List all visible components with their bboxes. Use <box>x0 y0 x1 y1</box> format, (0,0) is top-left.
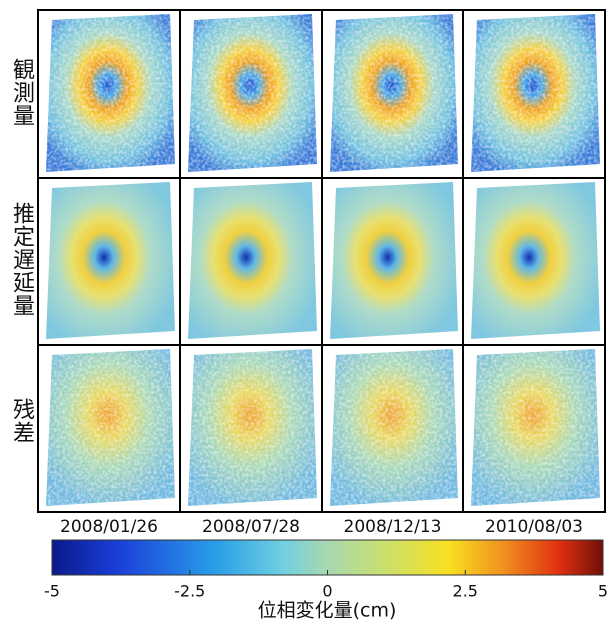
colorbar-label: 位相変化量(cm) <box>258 600 397 622</box>
phase-speckle <box>471 14 600 172</box>
colorbar-tick-label: -2.5 <box>174 582 205 601</box>
row-label: 観測量 <box>9 58 34 127</box>
column-label: 2008/01/26 <box>60 517 158 537</box>
phase-speckle <box>188 349 317 506</box>
colorbar-tick-label: 0 <box>322 582 332 601</box>
row-label: 残差 <box>9 398 34 444</box>
column-label: 2010/08/03 <box>485 517 583 537</box>
panel-grid <box>37 9 606 513</box>
row-label: 推定遅延量 <box>9 202 34 317</box>
phase-speckle <box>188 14 317 172</box>
phase-image <box>471 182 600 339</box>
column-label: 2008/12/13 <box>344 517 442 537</box>
phase-image <box>46 182 175 339</box>
colorbar-ticks: -5 -2.5 0 2.5 5 <box>44 570 608 601</box>
phase-speckle <box>46 349 175 506</box>
phase-speckle <box>471 349 600 506</box>
colorbar-tick-label: 5 <box>598 582 608 601</box>
phase-image <box>188 182 317 339</box>
phase-speckle <box>46 14 175 172</box>
phase-speckle <box>330 14 458 172</box>
phase-image <box>330 182 458 339</box>
column-label: 2008/07/28 <box>202 517 300 537</box>
phase-speckle <box>330 349 458 506</box>
colorbar-tick-label: -5 <box>44 582 60 601</box>
colorbar-tick-label: 2.5 <box>453 582 478 601</box>
colorbar <box>51 539 604 576</box>
